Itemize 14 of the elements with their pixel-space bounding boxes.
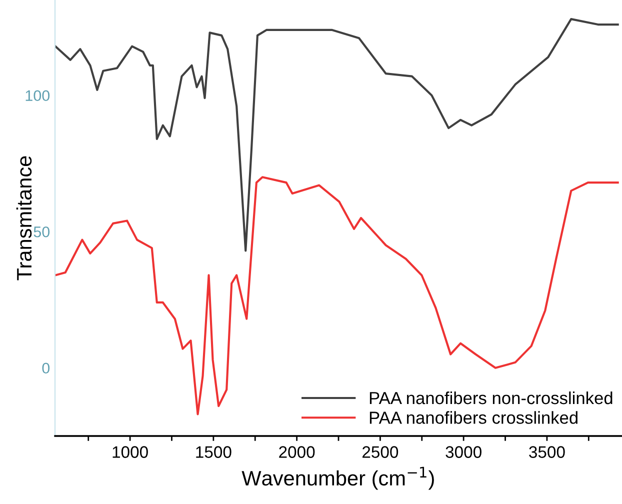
- x-tick-label: 2500: [362, 446, 398, 458]
- y-tick-label: 0: [42, 362, 50, 374]
- x-tick-label: 3000: [446, 446, 482, 458]
- y-tick-label: 100: [26, 90, 50, 102]
- x-tick-label: 2000: [279, 446, 315, 458]
- y-tick-label: 50: [34, 226, 50, 238]
- x-tick-label: 3500: [529, 446, 565, 458]
- y-axis-title: Transmitance: [16, 156, 32, 280]
- x-tick-label: 1500: [196, 446, 232, 458]
- legend-label: PAA nanofibers non-crosslinked: [370, 391, 612, 404]
- line-series: [55, 18, 619, 252]
- x-axis-title: Wavenumber (cm$^{−1}$): [242, 466, 434, 490]
- x-tick-label: 1000: [112, 446, 148, 458]
- legend-label: PAA nanofibers crosslinked: [370, 411, 578, 424]
